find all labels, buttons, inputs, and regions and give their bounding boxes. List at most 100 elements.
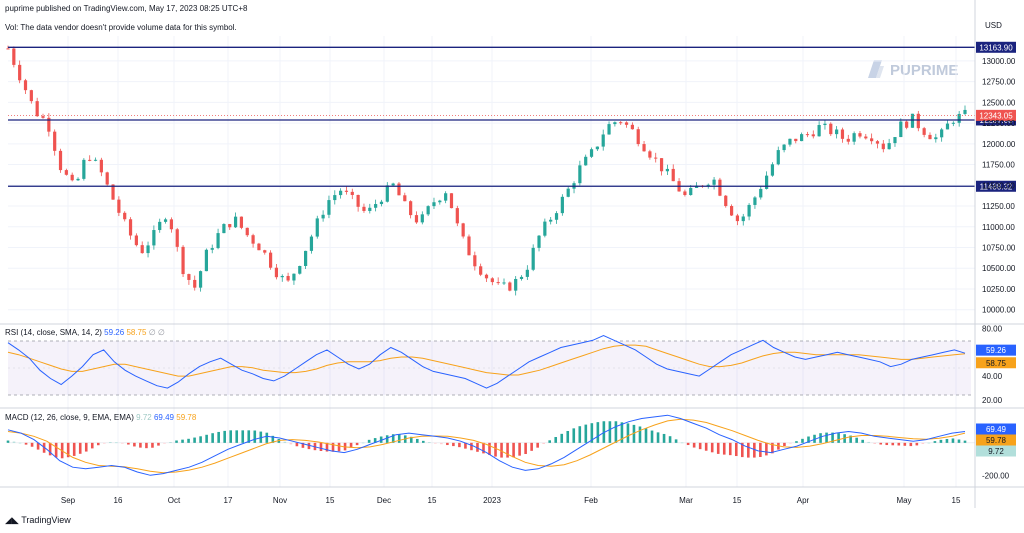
candle-body [595,146,599,150]
candle-body [794,138,798,142]
macd-signal-tag-text: 59.78 [986,436,1007,445]
macd-histogram-bar [771,442,774,454]
macd-histogram-bar [578,426,582,443]
tradingview-logo[interactable]: ◢◣ TradingView [5,515,71,525]
macd-histogram-bar [115,442,118,444]
macd-histogram-bar [205,434,208,443]
candle-body [940,129,944,138]
candle-body [490,278,494,283]
macd-histogram-bar [379,436,383,443]
macd-histogram-bar [289,442,293,445]
candle-body [508,282,512,291]
candle-body [963,109,967,114]
candle-body [292,273,296,281]
candle-body [560,196,564,214]
candle-body [776,150,780,165]
macd-histogram-bar [181,439,184,443]
macd-histogram-bar [885,442,889,446]
macd-histogram-bar [6,440,10,443]
last-price-label: 12343.05 [979,111,1013,120]
rsi-ma-value-text: 58.75 [126,328,147,337]
macd-histogram-bar [422,440,425,443]
candle-body [934,137,938,140]
x-tick-label: 15 [952,496,961,505]
macd-histogram-bar [855,437,858,443]
macd-histogram-bar [674,439,678,443]
candle-body [385,185,389,202]
candle-body [835,129,839,135]
macd-line-tag [976,423,1016,435]
macd-histogram-bar [187,438,190,443]
candle-body [53,131,57,151]
candle-body [397,183,401,196]
level-price-label: 13163.90 [979,43,1013,52]
volume-note: Vol: The data vendor doesn't provide vol… [5,23,237,32]
candle-body [589,149,594,157]
candle-body [286,275,290,281]
candle-body [916,113,920,129]
macd-histogram-bar [391,434,395,443]
candle-body [134,235,138,246]
candle-body [414,215,419,223]
x-tick-label: 17 [224,496,233,505]
macd-histogram-bar [572,428,576,443]
candle-body [566,188,570,197]
macd-histogram-bar [133,442,136,447]
candle-body [444,193,448,201]
candle-body [607,124,611,135]
candle-body [175,229,179,247]
candle-body [829,123,833,135]
macd-histogram-bar [476,442,479,452]
macd-histogram-bar [783,442,786,447]
macd-histogram-bar [747,442,750,458]
candle-body [6,48,10,50]
macd-histogram-bar [759,442,762,457]
macd-histogram-bar [933,441,937,443]
macd-histogram-bar [704,442,708,451]
candle-body [729,206,734,216]
macd-histogram-bar [482,442,485,454]
candle-body [344,190,349,192]
candle-body [741,216,745,222]
candle-body [239,216,244,228]
macd-histogram-bar [151,442,154,448]
macd-histogram-bar [18,442,22,444]
macd-histogram-bar [861,439,864,443]
macd-histogram-bar [157,442,160,446]
candle-body [496,282,500,284]
y-tick-label: 10250.00 [982,285,1016,294]
x-tick-label: Feb [584,496,598,505]
candle-body [601,134,605,147]
candle-body [35,101,39,117]
x-tick-label: 15 [326,496,335,505]
macd-histogram-bar [331,442,335,452]
candle-body [169,219,173,230]
candle-body [432,202,436,207]
candle-body [584,156,588,166]
candle-body [659,158,664,172]
rsi-y-tick: 40.00 [982,372,1003,381]
macd-histogram-bar [722,442,726,455]
candle-body [706,184,710,187]
y-tick-label: 10750.00 [982,244,1016,253]
macd-histogram-bar [415,438,419,443]
candle-body [735,215,740,222]
candle-body [280,275,284,278]
rsi-line [7,335,966,389]
macd-histogram-bar [927,442,931,444]
macd-histogram-bar [283,441,287,443]
candle-body [333,195,337,201]
macd-histogram-bar [650,430,654,443]
candle-body [951,122,955,124]
y-tick-label: 11750.00 [982,161,1015,170]
x-tick-label: Nov [273,496,287,505]
macd-histogram-bar [361,442,365,444]
macd-histogram-bar [632,424,636,443]
macd-histogram-bar [211,433,214,443]
candle-body [64,170,68,175]
macd-histogram-bar [494,442,497,457]
macd-histogram-bar [716,442,720,454]
candle-body [770,164,775,176]
macd-histogram-bar [307,442,311,450]
